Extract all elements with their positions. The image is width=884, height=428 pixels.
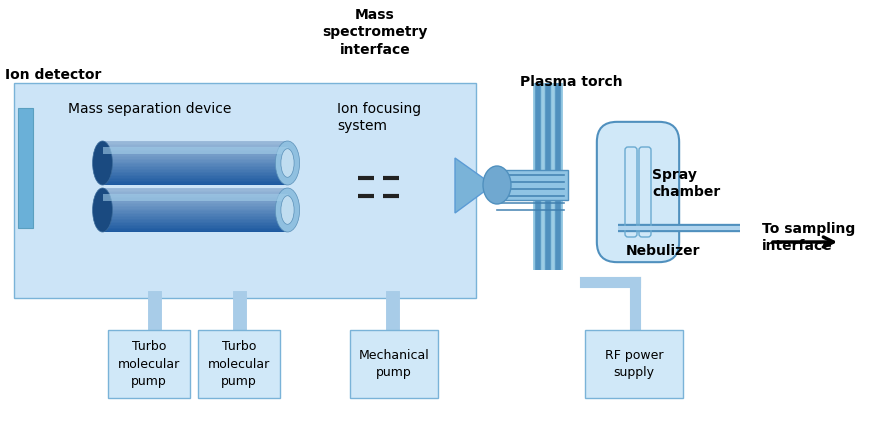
Ellipse shape <box>276 141 300 185</box>
FancyBboxPatch shape <box>585 330 683 398</box>
Bar <box>103 193 287 194</box>
Bar <box>103 223 287 225</box>
Text: RF power
supply: RF power supply <box>605 349 663 379</box>
Bar <box>103 144 287 146</box>
Text: Turbo
molecular
pump: Turbo molecular pump <box>118 341 180 387</box>
Bar <box>103 210 287 211</box>
Bar <box>103 150 287 151</box>
Ellipse shape <box>281 196 294 224</box>
Bar <box>103 201 287 203</box>
Bar <box>103 147 287 149</box>
Text: Mechanical
pump: Mechanical pump <box>359 349 430 379</box>
Bar <box>103 188 287 190</box>
Text: Ion detector: Ion detector <box>5 68 102 82</box>
Bar <box>103 204 287 205</box>
Bar <box>103 157 287 159</box>
Bar <box>103 173 287 175</box>
Bar <box>103 161 287 163</box>
Text: To sampling
interface: To sampling interface <box>762 222 855 253</box>
Bar <box>103 228 287 229</box>
Bar <box>103 208 287 210</box>
Bar <box>103 231 287 232</box>
Bar <box>103 146 287 147</box>
Bar <box>103 166 287 167</box>
FancyBboxPatch shape <box>108 330 190 398</box>
Bar <box>103 214 287 216</box>
FancyBboxPatch shape <box>18 108 33 228</box>
Ellipse shape <box>483 166 511 204</box>
Ellipse shape <box>93 188 112 232</box>
Bar <box>103 169 287 170</box>
Bar <box>103 163 287 164</box>
Bar <box>103 160 287 161</box>
Bar <box>103 182 287 184</box>
Bar <box>103 200 287 201</box>
Bar <box>103 151 287 153</box>
Bar <box>103 216 287 217</box>
Bar <box>103 193 287 201</box>
Bar <box>103 225 287 226</box>
Bar <box>103 154 287 156</box>
FancyBboxPatch shape <box>198 330 280 398</box>
Bar <box>103 219 287 220</box>
Text: Turbo
molecular
pump: Turbo molecular pump <box>208 341 271 387</box>
Bar <box>103 143 287 144</box>
Text: Mass
spectrometry
interface: Mass spectrometry interface <box>323 8 428 56</box>
Text: Spray
chamber: Spray chamber <box>652 168 720 199</box>
Text: Mass separation device: Mass separation device <box>68 102 232 116</box>
FancyBboxPatch shape <box>350 330 438 398</box>
Bar <box>103 176 287 178</box>
Bar <box>103 156 287 157</box>
Bar <box>103 195 287 197</box>
Bar <box>103 191 287 193</box>
FancyBboxPatch shape <box>597 122 679 262</box>
Bar <box>103 197 287 198</box>
Bar <box>103 213 287 214</box>
FancyBboxPatch shape <box>14 83 476 298</box>
Bar <box>103 203 287 204</box>
Bar <box>103 229 287 231</box>
Bar <box>103 220 287 222</box>
Bar <box>103 159 287 160</box>
Bar <box>103 207 287 208</box>
Bar <box>103 141 287 143</box>
Text: Nebulizer: Nebulizer <box>626 244 700 258</box>
Bar <box>103 170 287 172</box>
Bar <box>103 181 287 182</box>
Bar <box>103 205 287 207</box>
Polygon shape <box>455 158 493 213</box>
Bar <box>103 226 287 228</box>
Bar <box>103 179 287 181</box>
Bar <box>103 222 287 223</box>
Bar <box>103 153 287 154</box>
Bar <box>103 167 287 169</box>
Bar <box>103 198 287 200</box>
Ellipse shape <box>93 141 112 185</box>
Bar <box>103 190 287 191</box>
Ellipse shape <box>276 188 300 232</box>
Bar <box>103 217 287 219</box>
Bar <box>103 211 287 213</box>
Bar <box>103 146 287 154</box>
Bar <box>103 175 287 176</box>
Bar <box>103 149 287 150</box>
Bar <box>103 184 287 185</box>
Bar <box>103 194 287 195</box>
FancyBboxPatch shape <box>493 170 568 200</box>
Bar <box>103 164 287 166</box>
Text: Plasma torch: Plasma torch <box>520 75 622 89</box>
Bar <box>103 178 287 179</box>
Bar <box>103 172 287 173</box>
Text: Ion focusing
system: Ion focusing system <box>337 102 421 133</box>
Ellipse shape <box>281 149 294 177</box>
